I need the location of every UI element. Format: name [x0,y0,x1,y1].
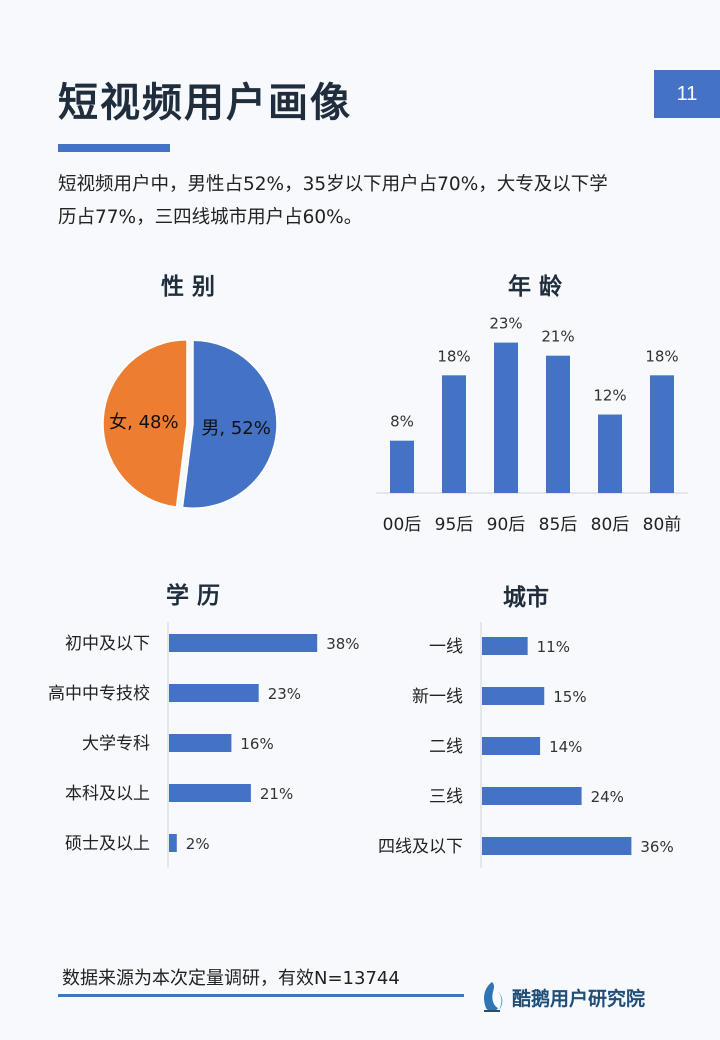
education-data-label-2: 16% [240,735,273,753]
age-data-label-0: 8% [390,413,414,431]
city-bar-1 [482,687,545,705]
brand: 酷鹅用户研究院 [478,980,645,1014]
education-bar-1 [169,684,259,702]
city-data-label-2: 14% [549,738,582,756]
city-data-label-0: 11% [537,638,570,656]
city-tick-label-1: 新一线 [412,687,463,707]
age-tick-label-4: 80后 [591,515,630,535]
city-tick-label-3: 三线 [429,787,463,807]
age-tick-label-2: 90后 [487,515,526,535]
age-bar-3 [546,355,570,493]
age-tick-label-0: 00后 [383,515,422,535]
summary-text: 短视频用户中，男性占52%，35岁以下用户占70%，大专及以下学 历占77%，三… [58,168,668,234]
education-bar-4 [169,834,177,852]
brand-name: 酷鹅用户研究院 [512,987,646,1010]
education-tick-label-1: 高中中专技校 [48,684,150,704]
age-data-label-1: 18% [437,347,470,365]
age-tick-label-3: 85后 [539,515,578,535]
education-bar-3 [169,784,251,802]
age-bar-2 [494,342,518,493]
city-data-label-4: 36% [640,838,673,856]
age-tick-label-5: 80前 [643,515,682,535]
footer-source: 数据来源为本次定量调研，有效N=13744 [62,968,400,989]
education-data-label-4: 2% [186,835,210,853]
education-data-label-1: 23% [268,685,301,703]
city-bar-3 [482,787,582,805]
city-tick-label-2: 二线 [429,737,463,757]
title-underline [58,144,170,152]
pie-slice-0 [181,339,278,509]
footer-line [58,994,464,997]
city-tick-label-0: 一线 [429,637,463,657]
city-data-label-3: 24% [591,788,624,806]
city-tick-label-4: 四线及以下 [378,837,463,857]
age-bar-4 [598,414,622,493]
city-bar-4 [482,837,632,855]
page-title: 短视频用户画像 [58,80,352,126]
education-data-label-3: 21% [260,785,293,803]
city-data-label-1: 15% [553,688,586,706]
education-chart-title: 学 历 [166,582,220,609]
education-bar-0 [169,634,318,652]
penguin-logo-icon [484,982,503,1012]
pie-data-label-0: 男, 52% [201,418,270,439]
education-tick-label-3: 本科及以上 [65,784,150,804]
education-data-label-0: 38% [326,635,359,653]
education-tick-label-4: 硕士及以上 [65,834,150,854]
age-data-label-2: 23% [489,315,522,333]
city-bar-2 [482,737,541,755]
city-chart-title: 城市 [503,584,549,611]
gender-chart-title: 性 别 [161,274,215,300]
city-bar-0 [482,637,528,655]
age-bar-5 [650,375,674,493]
education-tick-label-0: 初中及以下 [65,634,150,654]
age-bar-1 [442,375,466,493]
pie-data-label-1: 女, 48% [109,412,178,433]
age-tick-label-1: 95后 [435,515,474,535]
page-number: 11 [654,70,720,118]
summary-line-1: 短视频用户中，男性占52%，35岁以下用户占70%，大专及以下学 [58,174,608,195]
summary-line-2: 历占77%，三四线城市用户占60%。 [58,207,363,228]
age-bar-0 [390,440,414,493]
age-chart-title: 年 龄 [508,273,563,300]
age-data-label-5: 18% [645,347,678,365]
education-bar-2 [169,734,232,752]
education-tick-label-2: 大学专科 [82,734,150,754]
age-data-label-3: 21% [541,328,574,346]
age-data-label-4: 12% [593,387,626,405]
pie-slice-1 [102,339,188,508]
